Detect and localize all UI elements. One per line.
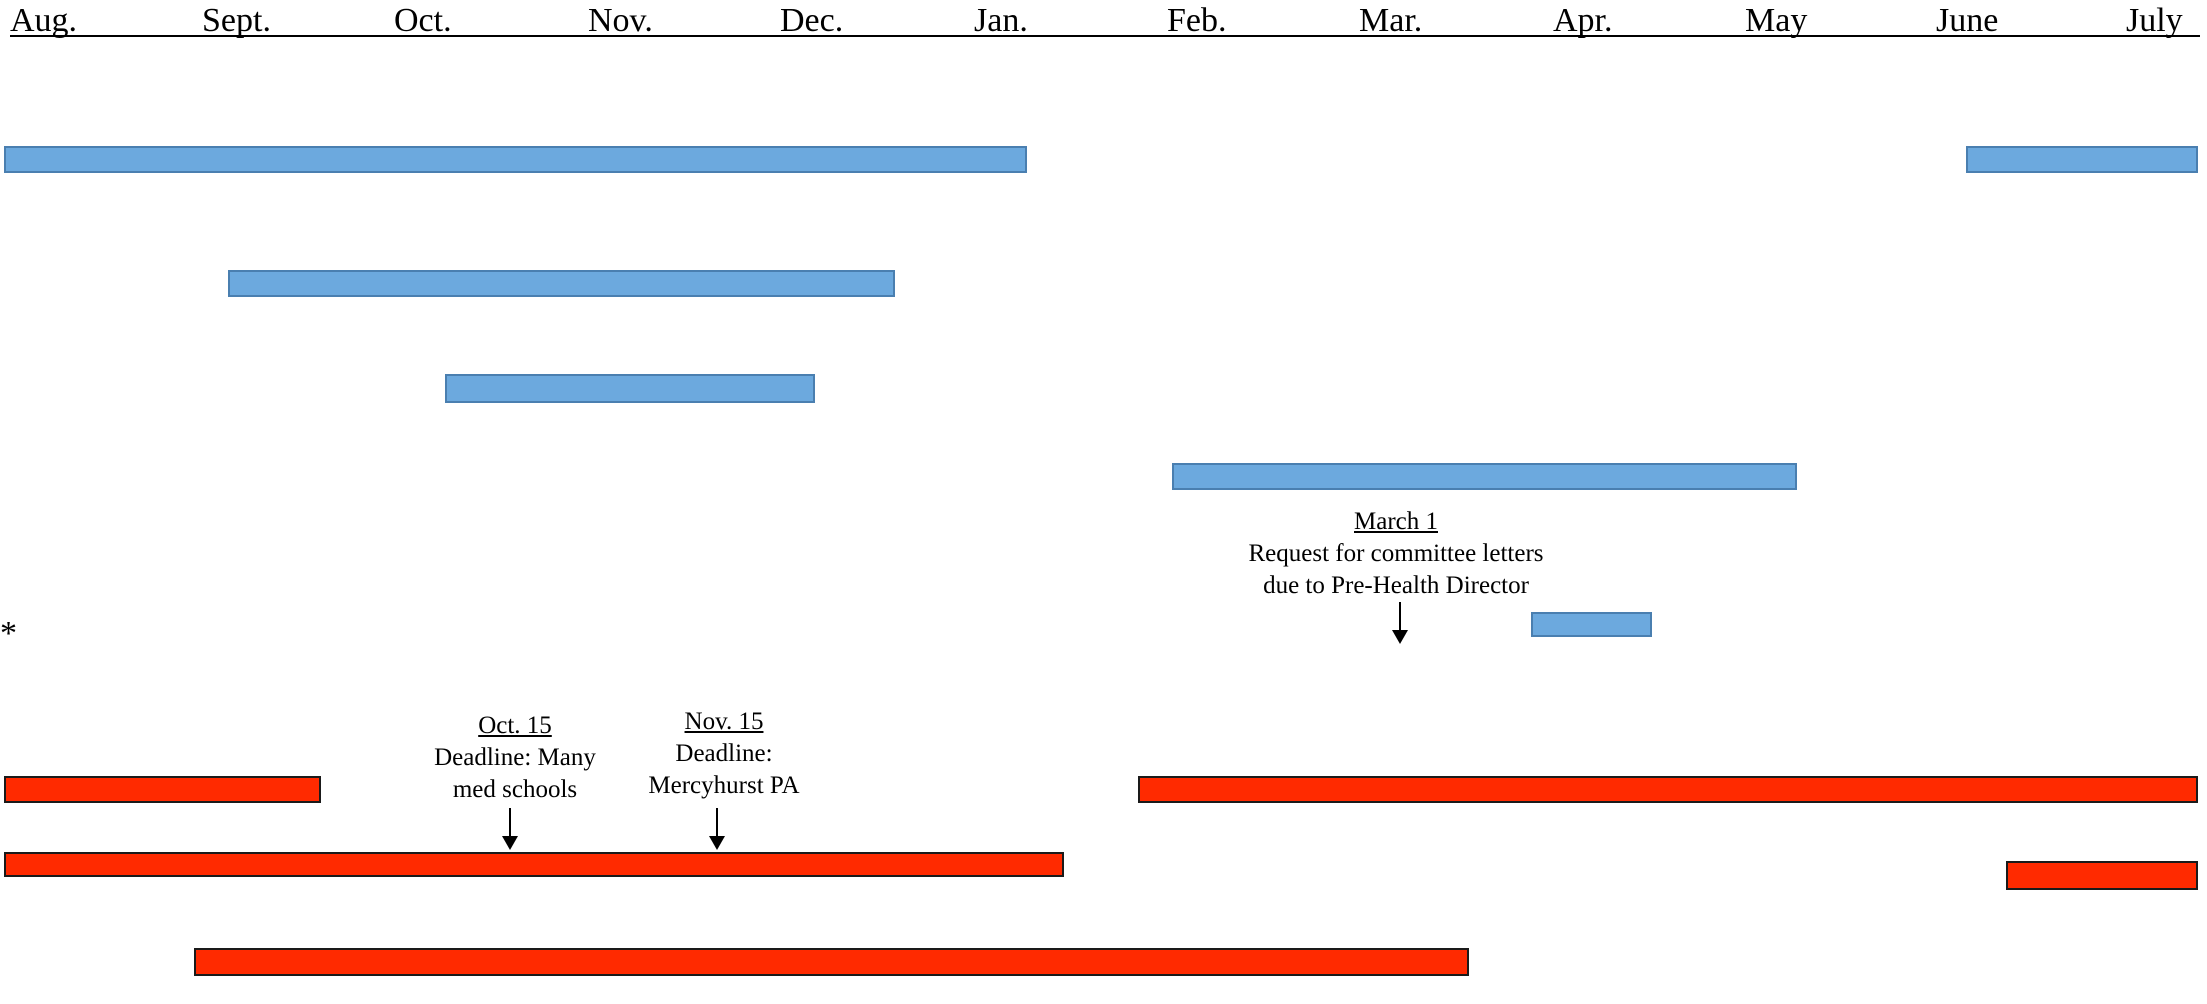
callout-text-line: med schools — [452, 776, 578, 803]
month-label-june: June — [1936, 2, 1999, 39]
red-bar-2b — [2006, 861, 2198, 890]
callout-text-line: Deadline: Many — [434, 744, 596, 771]
callout-text-line: Request for committee letters — [1248, 540, 1544, 567]
red-bar-3 — [194, 948, 1469, 976]
callout-date: Oct. 15 — [478, 712, 552, 739]
red-bar-2 — [4, 852, 1064, 877]
callout-text-line: Deadline: — [675, 740, 773, 767]
blue-bar-2 — [228, 270, 895, 297]
month-label-sept: Sept. — [202, 2, 271, 39]
red-bar-1 — [4, 776, 321, 803]
callout-text-line: due to Pre-Health Director — [1263, 572, 1529, 599]
blue-bar-4 — [1172, 463, 1797, 490]
month-label-dec: Dec. — [780, 2, 844, 39]
callout-nov-15: Nov. 15 Deadline: Mercyhurst PA — [614, 706, 834, 802]
month-label-nov: Nov. — [588, 2, 653, 39]
month-label-aug: Aug. — [10, 2, 78, 39]
asterisk-marker: * — [0, 615, 17, 652]
callout-date: Nov. 15 — [684, 708, 764, 735]
month-label-feb: Feb. — [1167, 2, 1227, 39]
callout-march-1: March 1 Request for committee letters du… — [1196, 506, 1596, 602]
callout-date: March 1 — [1354, 508, 1438, 535]
month-label-july: July — [2126, 2, 2183, 39]
callout-text-line: Mercyhurst PA — [648, 772, 800, 799]
month-label-apr: Apr. — [1553, 2, 1613, 39]
month-label-jan: Jan. — [974, 2, 1028, 39]
blue-bar-1b — [1966, 146, 2198, 173]
month-axis-line — [10, 35, 2200, 37]
callout-oct-15: Oct. 15 Deadline: Many med schools — [395, 710, 635, 806]
month-label-oct: Oct. — [394, 2, 452, 39]
blue-bar-5 — [1531, 612, 1652, 637]
month-label-may: May — [1745, 2, 1808, 39]
month-label-mar: Mar. — [1359, 2, 1423, 39]
blue-bar-3 — [445, 374, 815, 403]
blue-bar-1 — [4, 146, 1027, 173]
red-bar-1b — [1138, 776, 2198, 803]
